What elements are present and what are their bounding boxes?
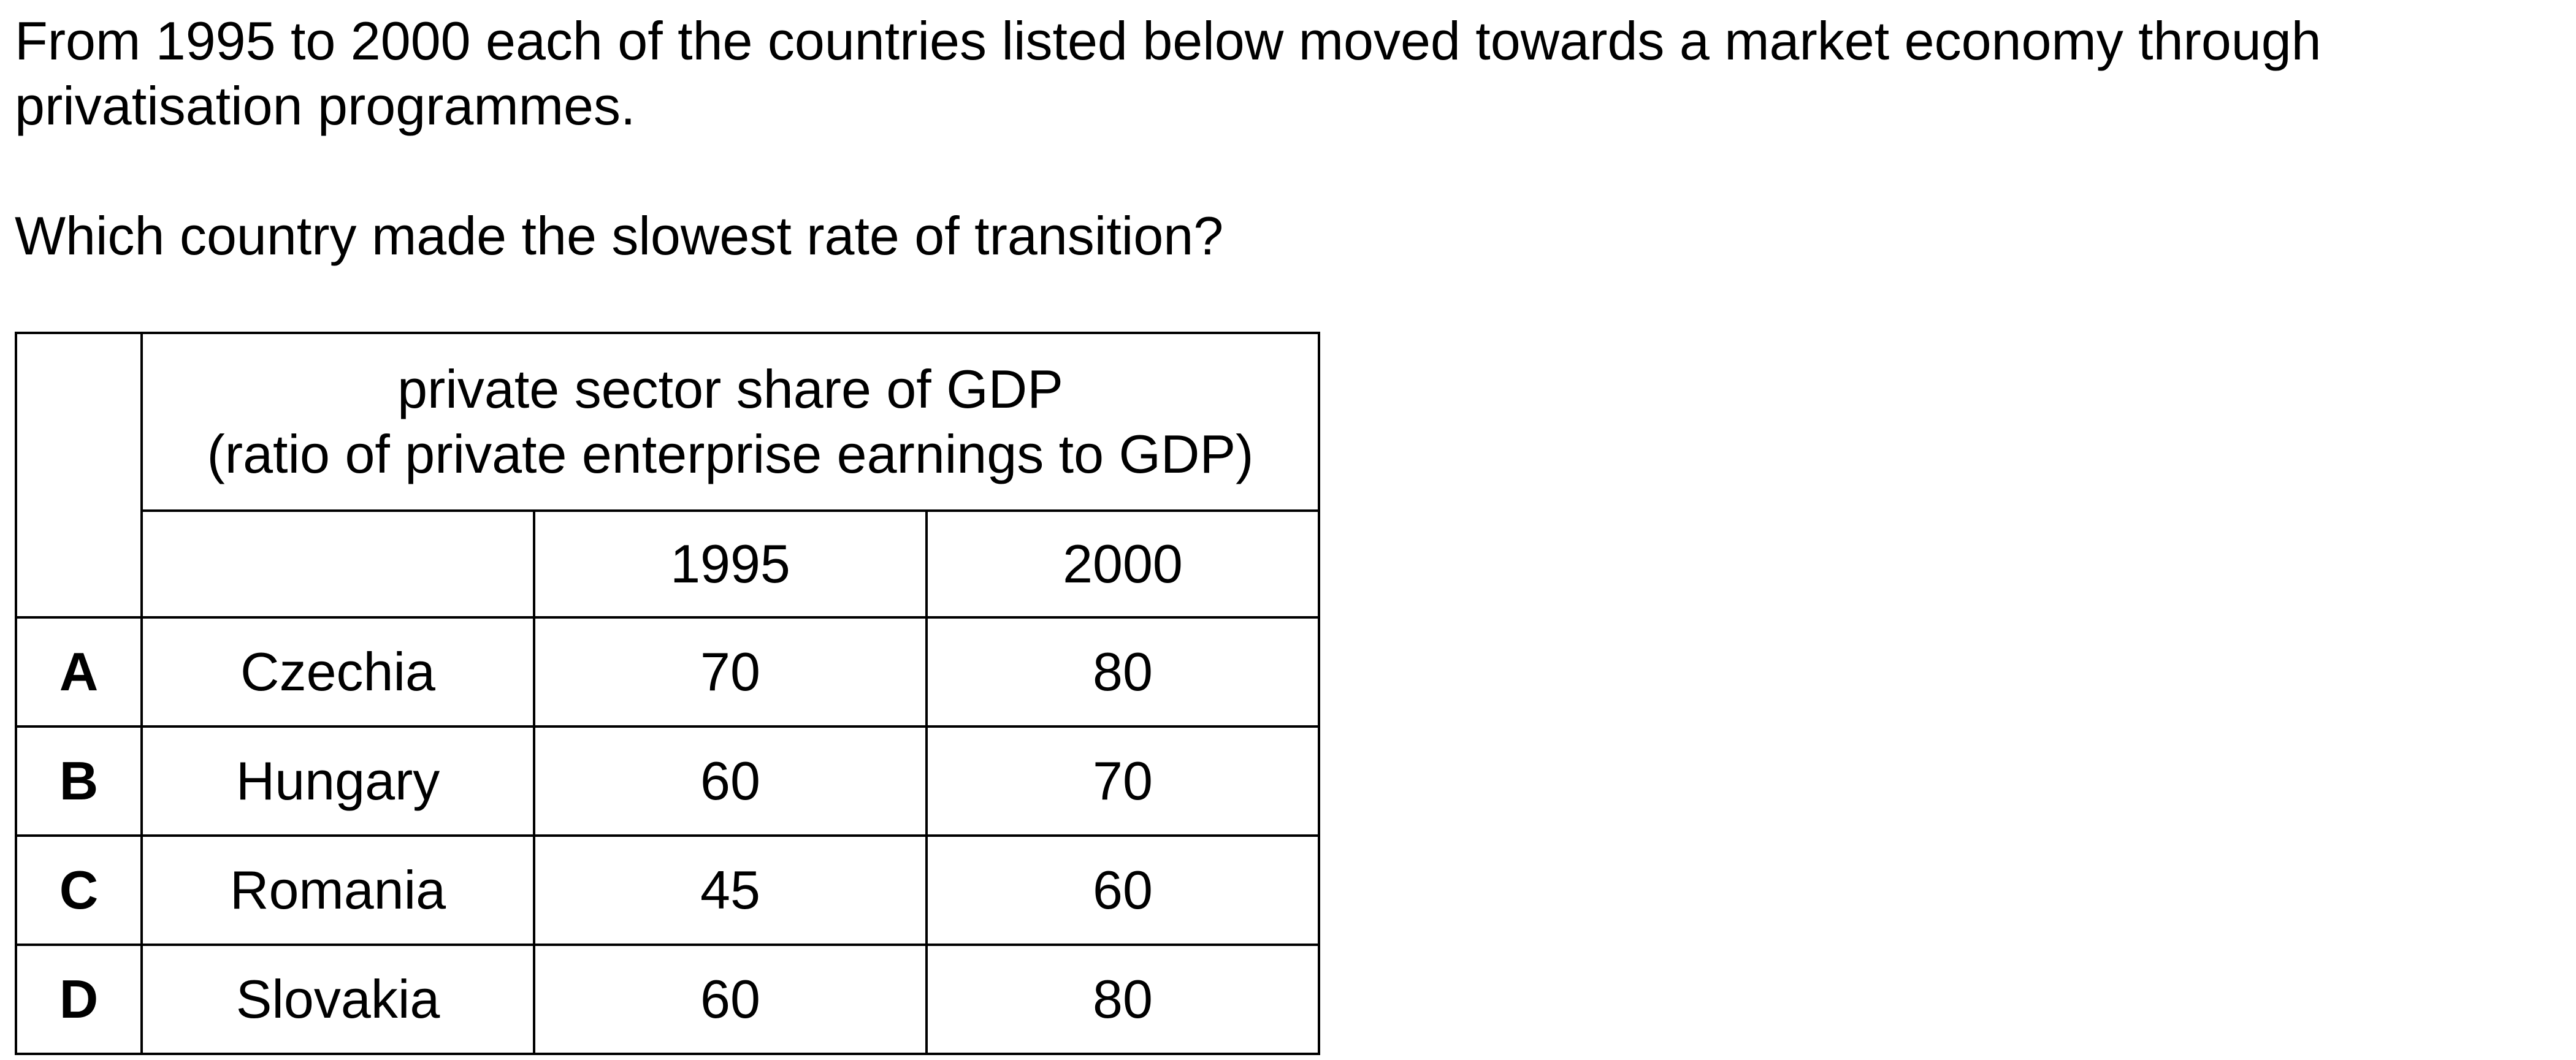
table-row: A Czechia 70 80 xyxy=(15,616,1320,728)
header-line-1: private sector share of GDP xyxy=(397,359,1063,419)
value-1995: 70 xyxy=(533,616,928,728)
table-header-title: private sector share of GDP (ratio of pri… xyxy=(140,332,1320,512)
option-letter: B xyxy=(15,725,143,837)
header-line-2: (ratio of private enterprise earnings to… xyxy=(207,424,1254,484)
country-name: Czechia xyxy=(140,616,535,728)
value-2000: 70 xyxy=(925,725,1320,837)
year-header-1995: 1995 xyxy=(533,509,928,619)
question-text: From 1995 to 2000 each of the countries … xyxy=(15,9,2529,269)
option-letter: D xyxy=(15,944,143,1055)
country-name: Slovakia xyxy=(140,944,535,1055)
value-2000: 60 xyxy=(925,834,1320,946)
table-row: C Romania 45 60 xyxy=(15,834,1320,946)
table-year-row: 1995 2000 xyxy=(16,509,1320,619)
paragraph-gap xyxy=(15,139,2529,204)
gdp-share-table: private sector share of GDP (ratio of pri… xyxy=(15,332,1320,1055)
table-header-row: private sector share of GDP (ratio of pri… xyxy=(15,332,1320,619)
option-letter: A xyxy=(15,616,143,728)
value-2000: 80 xyxy=(925,616,1320,728)
question-prompt: Which country made the slowest rate of t… xyxy=(15,205,1224,266)
header-country-cell xyxy=(140,509,535,619)
value-2000: 80 xyxy=(925,944,1320,1055)
value-1995: 60 xyxy=(533,944,928,1055)
header-empty-cell xyxy=(15,332,143,619)
value-1995: 60 xyxy=(533,725,928,837)
table-row: D Slovakia 60 80 xyxy=(15,944,1320,1055)
country-name: Hungary xyxy=(140,725,535,837)
country-name: Romania xyxy=(140,834,535,946)
option-letter: C xyxy=(15,834,143,946)
table-row: B Hungary 60 70 xyxy=(15,725,1320,837)
question-intro: From 1995 to 2000 each of the countries … xyxy=(15,10,2322,136)
year-header-2000: 2000 xyxy=(925,509,1320,619)
value-1995: 45 xyxy=(533,834,928,946)
